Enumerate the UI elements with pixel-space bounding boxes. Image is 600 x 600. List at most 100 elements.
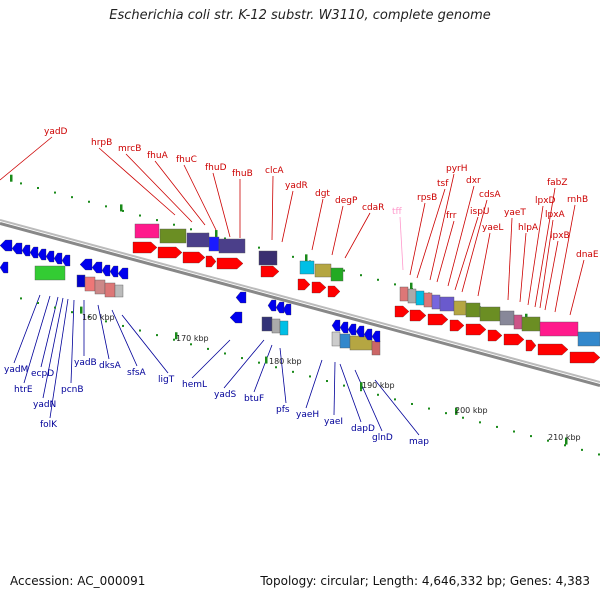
- gene-label-btuF: btuF: [244, 394, 264, 404]
- scale-dot: [88, 200, 90, 203]
- feature-box: [186, 232, 210, 248]
- leader-line: [23, 295, 51, 384]
- leader-line: [436, 220, 455, 283]
- scale-dot: [292, 370, 294, 373]
- scale-dot: [37, 301, 39, 304]
- leader-line: [0, 136, 53, 181]
- reverse-gene-arrow: [117, 267, 129, 280]
- leader-line: [461, 199, 488, 293]
- leader-line: [374, 379, 420, 436]
- reverse-gene-arrow: [0, 239, 13, 252]
- forward-gene-arrow: [260, 265, 280, 278]
- leader-line: [97, 304, 110, 360]
- gene-label-fhuB: fhuB: [232, 169, 253, 179]
- leader-line: [70, 299, 75, 384]
- scale-dot: [258, 246, 260, 249]
- reverse-gene-arrow: [45, 250, 55, 263]
- gene-label-yadD: yadD: [44, 127, 68, 137]
- gene-label-yaeI: yaeI: [324, 417, 343, 427]
- leader-line: [447, 185, 475, 287]
- leader-line: [154, 160, 206, 226]
- scale-dot: [71, 196, 73, 199]
- reverse-gene-arrow: [21, 244, 31, 257]
- scale-tick: [175, 332, 178, 340]
- leader-line: [98, 147, 176, 216]
- gene-label-yaeH: yaeH: [296, 410, 319, 420]
- scale-dot: [207, 347, 209, 350]
- leader-line: [40, 296, 59, 368]
- scale-dot: [20, 182, 22, 185]
- scale-dot: [326, 380, 328, 383]
- feature-box: [465, 302, 481, 318]
- backbone-line-upper: [0, 219, 600, 383]
- scale-dot: [105, 205, 107, 208]
- forward-gene-arrow: [427, 313, 449, 326]
- reverse-gene-arrow: [101, 264, 111, 277]
- gene-label-pyrH: pyrH: [446, 164, 468, 174]
- scale-dot: [462, 416, 464, 419]
- forward-gene-arrow: [503, 333, 525, 346]
- leader-line: [212, 172, 231, 238]
- feature-box: [399, 286, 409, 302]
- gene-label-sfsA: sfsA: [127, 368, 147, 378]
- scale-dot: [37, 186, 39, 189]
- reverse-gene-arrow: [363, 328, 373, 341]
- gene-label-pfs: pfs: [276, 405, 290, 415]
- feature-box: [218, 238, 246, 254]
- leader-line: [539, 219, 554, 309]
- forward-gene-arrow: [394, 305, 410, 318]
- scale-tick: [120, 204, 123, 212]
- scale-dot: [343, 384, 345, 387]
- leader-line: [519, 232, 527, 303]
- reverse-gene-arrow: [53, 252, 63, 265]
- gene-label-rpsB: rpsB: [417, 193, 437, 203]
- leader-line: [544, 240, 559, 311]
- reverse-gene-arrow: [37, 248, 47, 261]
- gene-label-folK: folK: [40, 420, 58, 430]
- gene-label-yaeT: yaeT: [504, 208, 526, 218]
- scale-labels: 160 kbp 170 kbp 180 kbp 190 kbp 200 kbp 210 k…: [82, 313, 581, 442]
- reverse-gene-arrow: [355, 325, 365, 338]
- gene-label-mrcB: mrcB: [118, 144, 141, 154]
- genome-title: Escherichia coli str. K-12 substr. W3110…: [109, 8, 491, 23]
- gene-label-yaeL: yaeL: [482, 223, 503, 233]
- forward-gene-arrow: [569, 351, 600, 364]
- scale-dot: [360, 274, 362, 277]
- scale-dot: [496, 425, 498, 428]
- scale-tick: [360, 382, 363, 390]
- gene-label-cdaR: cdaR: [362, 203, 384, 213]
- gene-label-cdsA: cdsA: [479, 190, 501, 200]
- gene-label-degP: degP: [335, 196, 358, 206]
- gene-label-dapD: dapD: [351, 424, 375, 434]
- scale-dot: [139, 214, 141, 217]
- feature-box: [114, 284, 124, 298]
- feature-box: [208, 236, 220, 252]
- feature-box: [423, 292, 433, 308]
- gene-arrows: [0, 239, 600, 364]
- reverse-gene-arrow: [282, 303, 292, 316]
- leader-line: [477, 232, 491, 297]
- scale-dot: [377, 393, 379, 396]
- gene-label-yadS: yadS: [214, 390, 237, 400]
- leader-line: [344, 212, 371, 259]
- gene-label-lpxA: lpxA: [545, 210, 566, 220]
- gene-label-fhuC: fhuC: [176, 155, 197, 165]
- feature-box: [271, 318, 281, 334]
- gene-label-yadN: yadN: [33, 400, 56, 410]
- scale-dot: [598, 453, 600, 456]
- feature-box: [439, 296, 455, 312]
- leader-line: [121, 314, 169, 374]
- scale-dot: [530, 435, 532, 438]
- topology-text: Topology: circular; Length: 4,646,332 bp…: [260, 574, 590, 588]
- feature-box: [499, 310, 515, 326]
- feature-box: [331, 331, 341, 347]
- feature-box: [34, 265, 66, 281]
- scale-dot: [71, 311, 73, 314]
- feature-box: [299, 260, 315, 275]
- scale-dot: [275, 366, 277, 369]
- feature-box: [84, 276, 96, 292]
- leader-line: [409, 202, 426, 276]
- leader-line: [331, 205, 344, 256]
- scale-dot: [564, 444, 566, 447]
- reverse-gene-arrow: [29, 246, 39, 259]
